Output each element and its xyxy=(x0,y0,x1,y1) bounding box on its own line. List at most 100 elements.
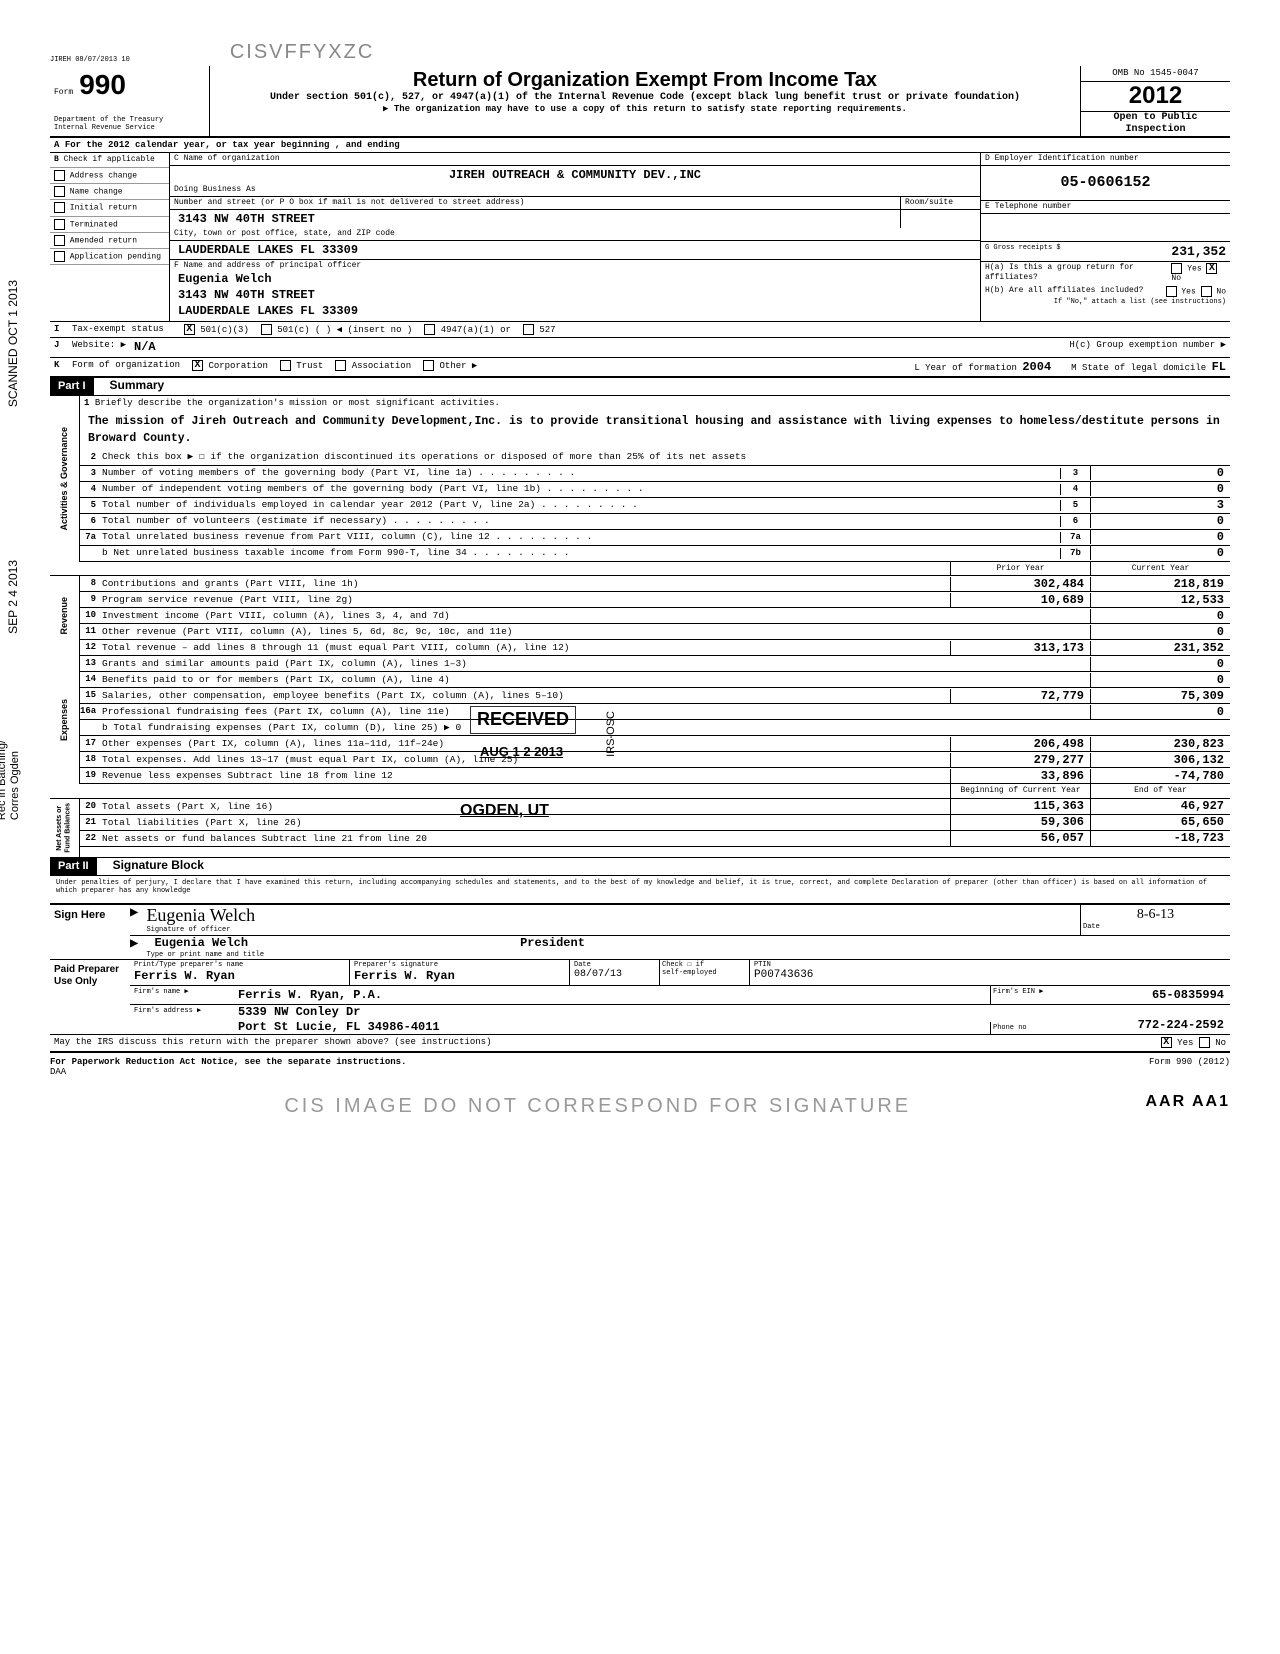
hb-yes-check[interactable] xyxy=(1166,286,1177,297)
opt-trust: Trust xyxy=(296,361,323,371)
527-check[interactable] xyxy=(523,324,534,335)
received-stamp: RECEIVED xyxy=(470,706,576,734)
begin-year-header: Beginning of Current Year xyxy=(950,784,1090,798)
ha-no-check[interactable]: X xyxy=(1206,263,1217,274)
officer-city: LAUDERDALE LAKES FL 33309 xyxy=(170,304,980,320)
opt-other: Other ▶ xyxy=(440,361,478,371)
summary-line: 19Revenue less expenses Subtract line 18… xyxy=(80,768,1230,784)
addr-label: Firm's address ▶ xyxy=(130,1005,230,1034)
check-option: Name change xyxy=(50,184,169,200)
checkbox[interactable] xyxy=(54,170,65,181)
watermark-top: CISVFFYXZC xyxy=(230,40,374,64)
summary-line: 15Salaries, other compensation, employee… xyxy=(80,688,1230,704)
form-label: Form xyxy=(54,88,73,97)
checkbox[interactable] xyxy=(54,251,65,262)
hb-no-check[interactable] xyxy=(1201,286,1212,297)
firm-addr1: 5339 NW Conley Dr xyxy=(230,1005,990,1019)
summary-line: 3Number of voting members of the governi… xyxy=(80,466,1230,482)
summary-line: 11Other revenue (Part VIII, column (A), … xyxy=(80,624,1230,640)
omb: OMB No 1545-0047 xyxy=(1081,66,1230,82)
opt-corp: Corporation xyxy=(208,361,267,371)
street-label: Number and street (or P O box if mail is… xyxy=(170,197,900,210)
entity-block: B Check if applicable Address change Nam… xyxy=(50,153,1230,321)
summary-line: 12Total revenue – add lines 8 through 11… xyxy=(80,640,1230,656)
summary-line: 9Program service revenue (Part VIII, lin… xyxy=(80,592,1230,608)
discuss-yes[interactable]: X xyxy=(1161,1037,1172,1048)
current-year-header: Current Year xyxy=(1090,562,1230,576)
part2-label: Part II xyxy=(50,858,97,875)
check-option: Initial return xyxy=(50,200,169,216)
summary-line: 22Net assets or fund balances Subtract l… xyxy=(80,831,1230,847)
part1-label: Part I xyxy=(50,378,94,395)
prep-sig-label: Preparer's signature xyxy=(354,961,565,969)
summary-line: 7aTotal unrelated business revenue from … xyxy=(80,530,1230,546)
other-check[interactable] xyxy=(423,360,434,371)
check-option: Amended return xyxy=(50,233,169,249)
501c-check[interactable] xyxy=(261,324,272,335)
line2: Check this box ▶ ☐ if the organization d… xyxy=(100,450,1230,463)
sig-date: 8-6-13 xyxy=(1083,907,1228,924)
dba-label: Doing Business As xyxy=(170,184,980,197)
irs: Internal Revenue Service xyxy=(54,124,205,132)
hb-label: H(b) Are all affiliates included? xyxy=(985,286,1143,297)
part2-title: Signature Block xyxy=(113,858,204,872)
corp-check[interactable]: X xyxy=(192,360,203,371)
checkbox[interactable] xyxy=(54,219,65,230)
checkbox[interactable] xyxy=(54,202,65,213)
opt-527: 527 xyxy=(539,325,555,335)
hc-label: H(c) Group exemption number ▶ xyxy=(1069,340,1226,354)
stamp-date: AUG 1 2 2013 xyxy=(480,744,563,760)
paid-preparer: Paid Preparer Use Only xyxy=(50,960,130,1034)
discuss-no[interactable] xyxy=(1199,1037,1210,1048)
form-footer: Form 990 (2012) xyxy=(1149,1057,1230,1079)
prep-date: 08/07/13 xyxy=(574,969,655,981)
firm-label: Firm's name ▶ xyxy=(130,986,230,1004)
form-note: ▶ The organization may have to use a cop… xyxy=(216,104,1074,115)
phone-label2: Phone no xyxy=(990,1022,1070,1034)
watermark-bottom: CIS IMAGE DO NOT CORRESPOND FOR SIGNATUR… xyxy=(50,1094,1145,1118)
ptin: P00743636 xyxy=(754,969,1226,982)
status-label: Tax-exempt status xyxy=(72,324,164,336)
org-street: 3143 NW 40TH STREET xyxy=(170,210,900,228)
summary-line: 21Total liabilities (Part X, line 26)59,… xyxy=(80,815,1230,831)
prep-name: Ferris W. Ryan xyxy=(134,969,345,983)
phone-value xyxy=(981,214,1230,242)
net-label: Net Assets or Fund Balances xyxy=(54,799,75,857)
opt-501c3: 501(c)(3) xyxy=(200,325,249,335)
summary-line: 16aProfessional fundraising fees (Part I… xyxy=(80,704,1230,720)
date-label: Date xyxy=(1083,923,1228,931)
exp-label: Expenses xyxy=(57,695,72,745)
timestamp: JIREH 08/07/2013 10 xyxy=(50,56,130,64)
501c3-check[interactable]: X xyxy=(184,324,195,335)
ha-yes-check[interactable] xyxy=(1171,263,1182,274)
checkbox[interactable] xyxy=(54,235,65,246)
year-formation: 2004 xyxy=(1022,360,1051,374)
trust-check[interactable] xyxy=(280,360,291,371)
domicile-label: M State of legal domicile xyxy=(1071,363,1206,373)
discuss: May the IRS discuss this return with the… xyxy=(54,1037,491,1049)
ein: 05-0606152 xyxy=(981,166,1230,201)
assoc-check[interactable] xyxy=(335,360,346,371)
checkbox[interactable] xyxy=(54,186,65,197)
open-public: Open to Public xyxy=(1081,112,1230,124)
check-applicable: Check if applicable xyxy=(64,155,155,164)
gross-label: G Gross receipts $ xyxy=(985,244,1061,260)
domicile: FL xyxy=(1212,360,1226,374)
firm-ein: 65-0835994 xyxy=(1070,986,1230,1004)
year-formation-label: L Year of formation xyxy=(914,363,1017,373)
yes-label: Yes xyxy=(1187,265,1201,274)
yes-label: Yes xyxy=(1181,288,1195,297)
summary-line: b Net unrelated business taxable income … xyxy=(80,546,1230,562)
website: N/A xyxy=(126,340,164,354)
no-label: No xyxy=(1216,288,1226,297)
summary-line: 8Contributions and grants (Part VIII, li… xyxy=(80,576,1230,592)
room-label: Room/suite xyxy=(901,197,980,210)
signer-title: President xyxy=(512,934,593,952)
no-label: No xyxy=(1171,274,1181,283)
rec-stamp: Rec in Batching/ Corres Ogden xyxy=(0,740,22,820)
ptin-label: PTIN xyxy=(754,961,1226,969)
4947-check[interactable] xyxy=(424,324,435,335)
opt-assoc: Association xyxy=(352,361,411,371)
summary-line: 4Number of independent voting members of… xyxy=(80,482,1230,498)
summary-line: 10Investment income (Part VIII, column (… xyxy=(80,608,1230,624)
